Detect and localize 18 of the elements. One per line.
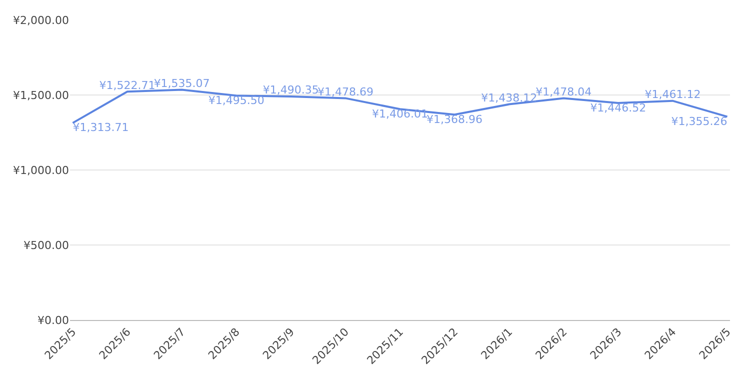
y-tick-label: ¥0.00: [38, 314, 69, 327]
data-label: ¥1,490.35: [262, 84, 319, 97]
data-label: ¥1,446.52: [590, 101, 646, 114]
data-label: ¥1,495.50: [208, 94, 264, 107]
y-tick-label: ¥1,500.00: [13, 88, 69, 102]
y-tick-label: ¥1,000.00: [13, 164, 69, 177]
data-label: ¥1,368.96: [426, 112, 483, 126]
data-label: ¥1,313.71: [72, 121, 129, 134]
data-label: ¥1,406.01: [372, 107, 428, 120]
data-label: ¥1,478.04: [536, 86, 592, 99]
y-tick-label: ¥500.00: [24, 238, 69, 252]
y-tick-label: ¥2,000.00: [13, 14, 69, 27]
data-label: ¥1,535.07: [154, 76, 210, 90]
data-label: ¥1,478.69: [317, 85, 374, 98]
data-label: ¥1,438.12: [481, 92, 538, 105]
data-label: ¥1,355.26: [671, 114, 728, 128]
data-label: ¥1,522.71: [99, 78, 156, 92]
data-label: ¥1,461.12: [644, 88, 701, 102]
